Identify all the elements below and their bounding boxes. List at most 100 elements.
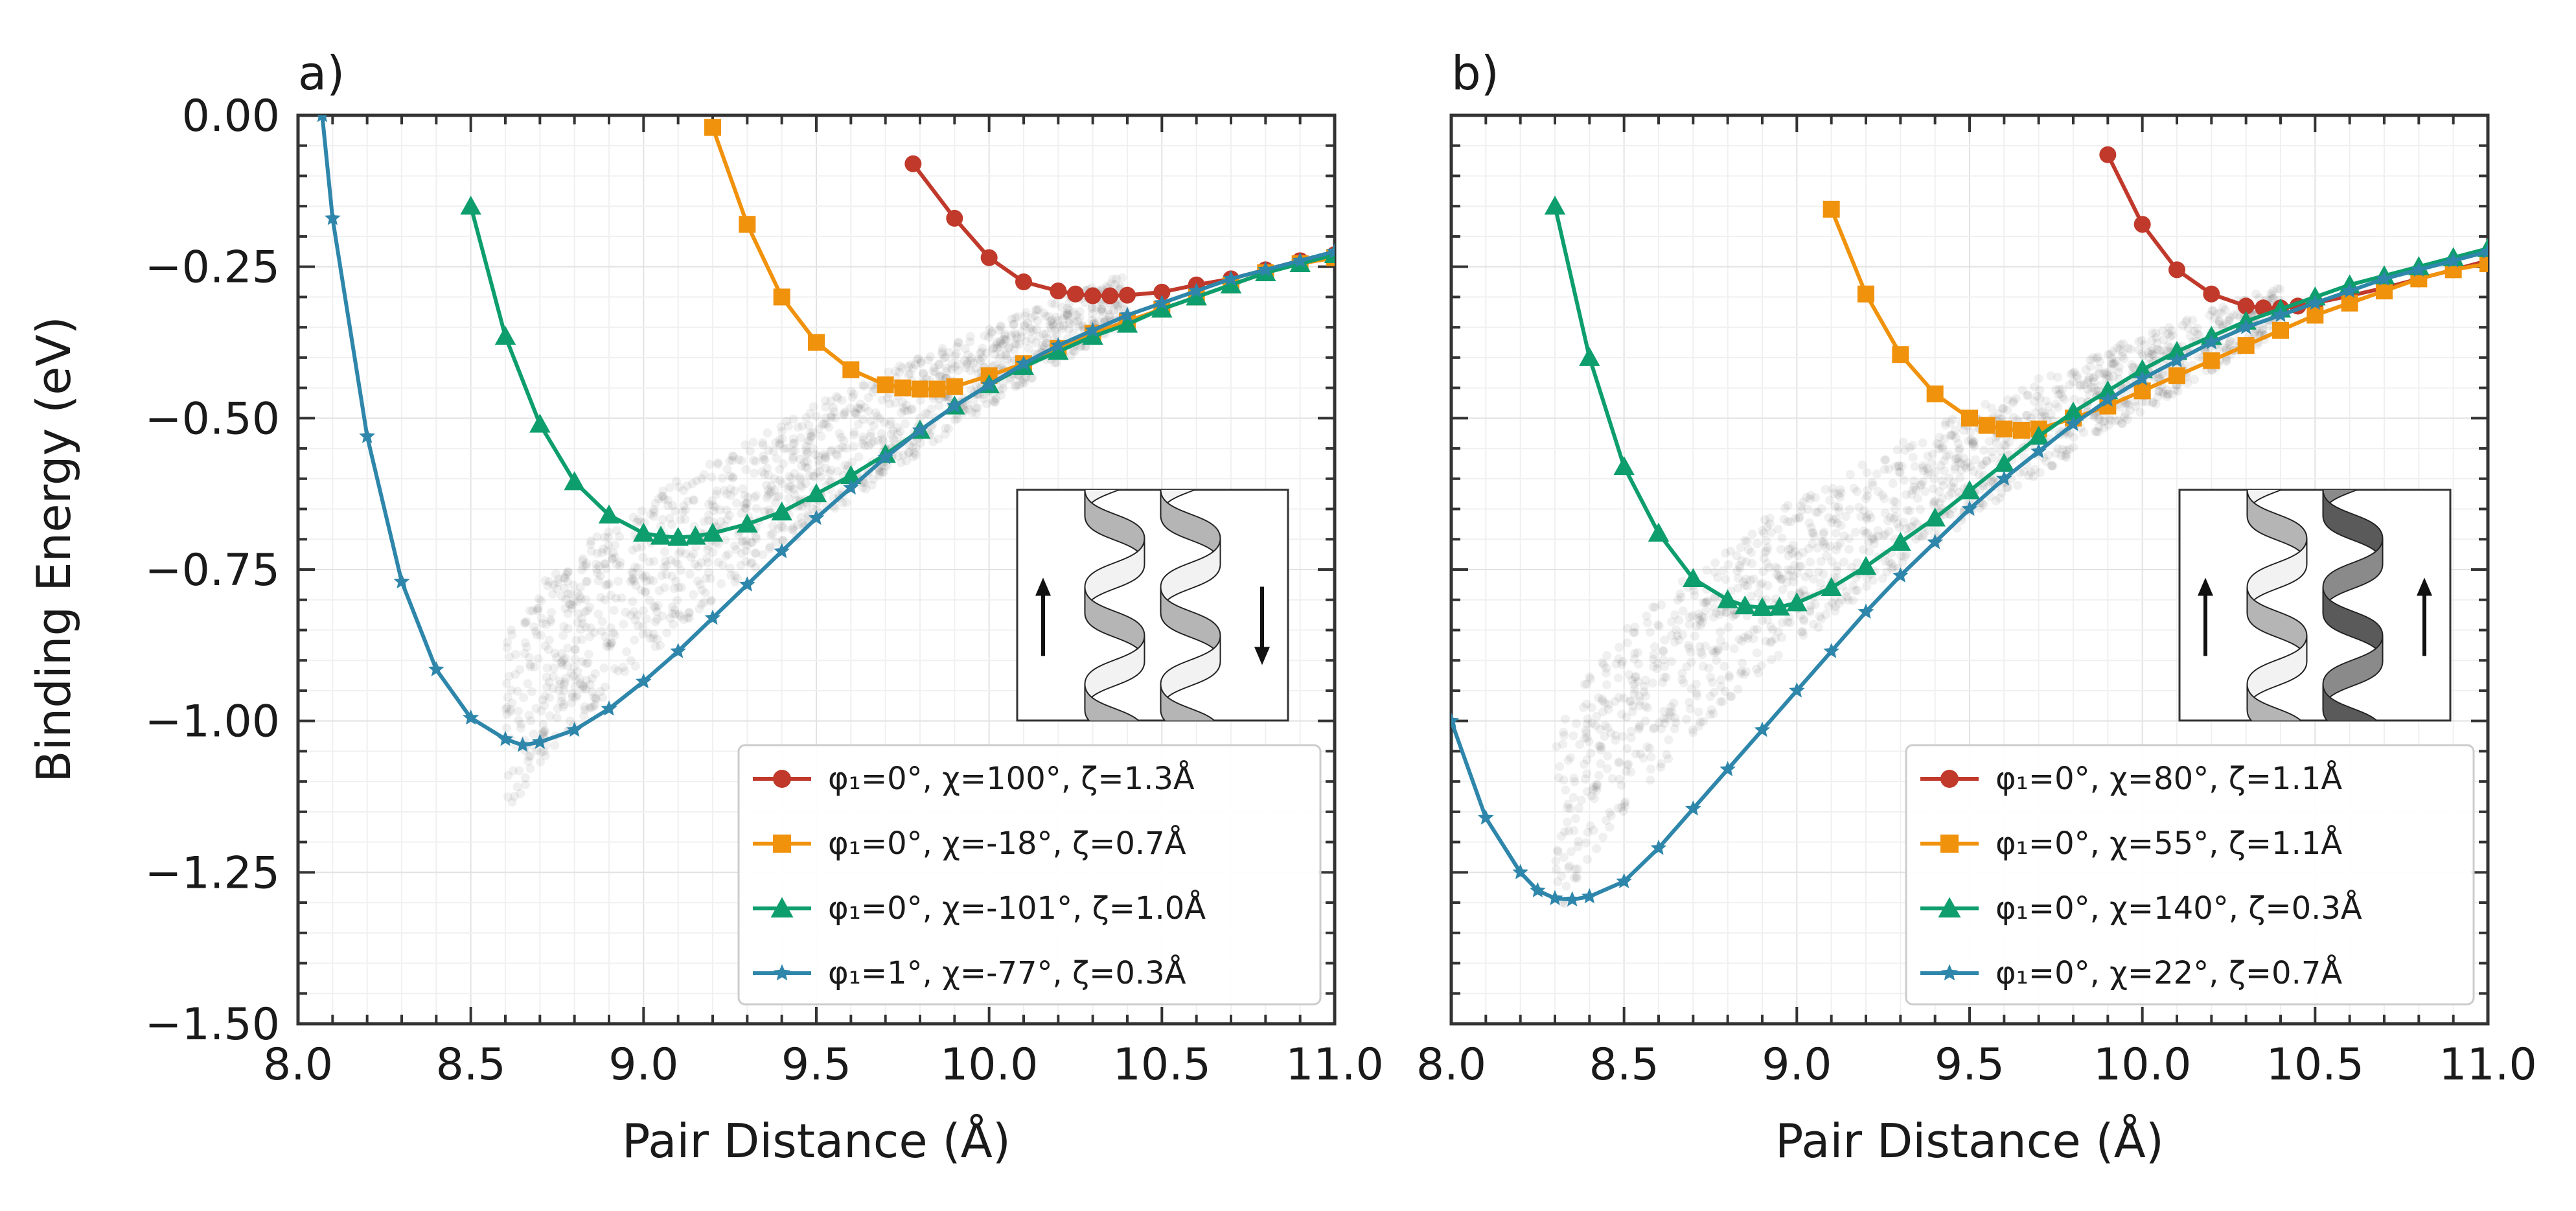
- data-point: [843, 479, 859, 495]
- data-point: [2376, 283, 2393, 300]
- helix: [1084, 490, 1145, 721]
- data-point: [2166, 341, 2188, 360]
- data-point: [877, 449, 893, 465]
- legend: φ₁=0°, χ=80°, ζ=1.1Å φ₁=0°, χ=55°, ζ=1.1Å…: [1905, 744, 2475, 1006]
- data-point: [317, 115, 328, 122]
- data-point: [463, 709, 479, 725]
- legend-item: φ₁=0°, χ=-101°, ζ=1.0Å: [753, 890, 1206, 927]
- data-point: [1650, 839, 1667, 855]
- data-point: [1223, 270, 1239, 286]
- data-point: [1994, 453, 2015, 472]
- series-3: [317, 115, 1335, 752]
- y-tick-label: −0.75: [145, 545, 280, 596]
- data-point: [1579, 347, 1600, 366]
- x-tick-label: 10.5: [2266, 1039, 2364, 1090]
- data-point: [2411, 261, 2427, 277]
- x-tick-label: 8.5: [1589, 1039, 1659, 1090]
- data-point: [2203, 285, 2220, 303]
- series-line: [2106, 154, 2488, 310]
- data-point: [1961, 500, 1978, 516]
- y-tick-label: −1.25: [145, 848, 280, 899]
- data-point: [1186, 286, 1207, 306]
- data-point: [1961, 409, 1978, 427]
- helix-inset: [2178, 489, 2452, 722]
- helix: [2246, 490, 2308, 721]
- data-point: [2237, 337, 2255, 354]
- data-point: [325, 209, 341, 225]
- data-point: [2168, 367, 2185, 384]
- data-point: [359, 428, 375, 443]
- x-tick-label: 8.0: [1416, 1039, 1486, 1090]
- data-point: [912, 422, 928, 437]
- panel-label: b): [1451, 46, 1499, 100]
- legend-label: φ₁=0°, χ=55°, ζ=1.1Å: [1995, 825, 2342, 862]
- y-tick-label: 0.00: [182, 91, 280, 142]
- data-point: [1564, 891, 1580, 906]
- x-tick-label: 9.0: [608, 1039, 678, 1090]
- arrow-up-icon: [2198, 577, 2213, 656]
- y-tick-label: −1.00: [145, 697, 280, 748]
- data-point: [808, 334, 825, 351]
- legend-item: φ₁=0°, χ=140°, ζ=0.3Å: [1920, 890, 2362, 927]
- data-point: [840, 465, 862, 485]
- data-point: [1544, 195, 1566, 215]
- data-point: [1717, 589, 1738, 608]
- data-point: [2203, 334, 2220, 349]
- data-point: [2133, 382, 2151, 400]
- data-point: [1616, 873, 1632, 888]
- data-point: [1938, 897, 1961, 917]
- x-tick-label: 9.0: [1762, 1039, 1832, 1090]
- data-point: [1153, 283, 1171, 301]
- data-point: [980, 249, 998, 266]
- data-point: [1978, 417, 1995, 434]
- data-point: [685, 525, 706, 545]
- helix: [1160, 490, 1221, 721]
- data-point: [2062, 401, 2084, 421]
- data-point: [1890, 531, 1911, 551]
- data-point: [1085, 321, 1101, 338]
- data-point: [912, 380, 928, 398]
- data-point: [1719, 761, 1736, 776]
- data-point: [737, 513, 758, 533]
- data-point: [894, 379, 912, 397]
- data-point: [2307, 294, 2323, 310]
- data-point: [598, 504, 620, 524]
- legend-item: φ₁=0°, χ=55°, ζ=1.1Å: [1920, 825, 2342, 862]
- data-point: [494, 325, 516, 345]
- arrow-down-icon: [1254, 586, 1270, 665]
- sample-cloud: [501, 273, 1131, 807]
- data-point: [928, 380, 946, 398]
- data-point: [1734, 595, 1756, 615]
- data-point: [904, 155, 922, 172]
- legend-item: φ₁=0°, χ=100°, ζ=1.3Å: [753, 760, 1195, 797]
- legend-item: φ₁=0°, χ=80°, ζ=1.1Å: [1920, 760, 2342, 797]
- data-point: [2479, 255, 2488, 272]
- data-point: [2099, 146, 2117, 163]
- legend-item: φ₁=1°, χ=-77°, ζ=0.3Å: [753, 954, 1186, 991]
- series-0: [2099, 146, 2488, 317]
- data-point: [1940, 835, 1959, 853]
- x-tick-label: 8.5: [436, 1039, 506, 1090]
- data-point: [1547, 890, 1563, 905]
- panel-a: 8.0 8.5 9.0 9.5 10.0 10.5 11.0 0.00 −0.25 −0.50 −0…: [145, 46, 1384, 1168]
- series-line: [320, 115, 1335, 748]
- data-point: [773, 964, 791, 981]
- x-tick-label: 10.0: [940, 1039, 1038, 1090]
- data-point: [1119, 306, 1136, 322]
- y-tick-label: −0.25: [145, 242, 280, 294]
- legend-label: φ₁=1°, χ=-77°, ζ=0.3Å: [828, 954, 1186, 991]
- data-point: [1995, 421, 2013, 438]
- x-tick-label: 9.5: [781, 1039, 851, 1090]
- data-point: [704, 609, 721, 625]
- legend-label: φ₁=0°, χ=-101°, ζ=1.0Å: [828, 890, 1206, 927]
- data-point: [1119, 286, 1136, 304]
- x-ticks: [297, 115, 1336, 1024]
- data-point: [1292, 252, 1308, 268]
- y-tick-label: −1.50: [145, 999, 280, 1050]
- data-point: [1451, 712, 1460, 728]
- arrow-up-icon: [2417, 577, 2432, 656]
- x-ticks: [1450, 115, 2489, 1024]
- x-tick-label: 10.0: [2093, 1039, 2191, 1090]
- data-point: [633, 522, 654, 542]
